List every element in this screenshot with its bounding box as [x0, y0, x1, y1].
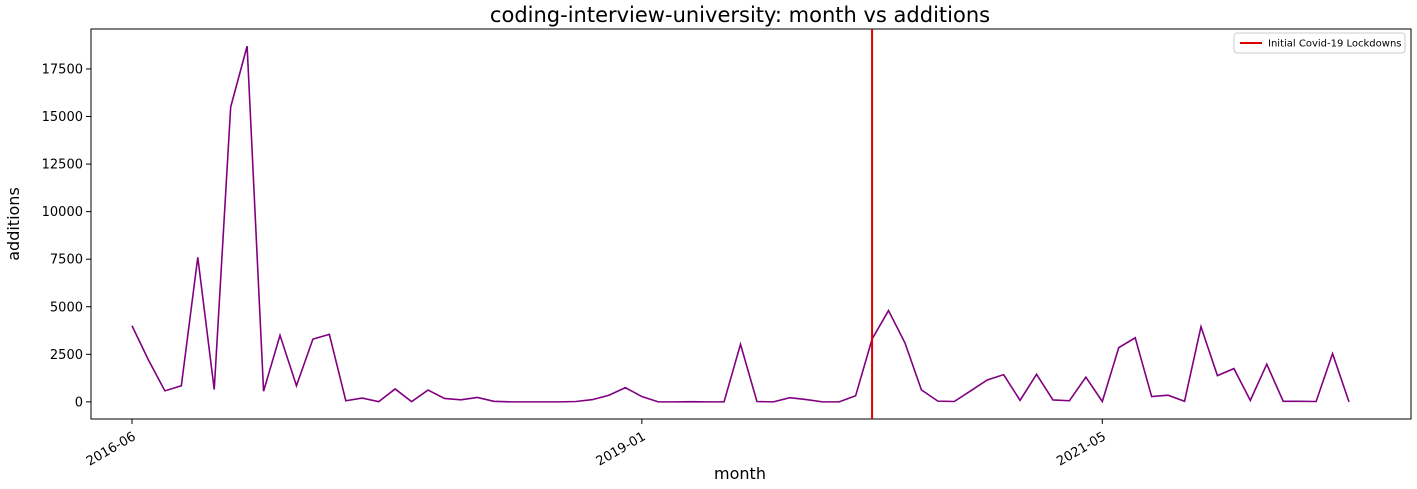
additions-line: [131, 45, 1350, 404]
legend-label: Initial Covid-19 Lockdowns: [1268, 39, 1402, 50]
y-axis: 0 2500 5000 7500 10000 12500 15000 17500: [42, 62, 91, 410]
y-axis-label: additions: [4, 187, 23, 261]
y-tick-label: 10000: [42, 205, 83, 220]
y-tick-label: 15000: [42, 110, 83, 125]
x-tick-label: 2016-06: [84, 429, 139, 469]
chart-title: coding-interview-university: month vs ad…: [490, 3, 990, 27]
plot-area: [90, 28, 1412, 420]
x-tick-label: 2019-01: [594, 429, 649, 469]
y-tick-label: 5000: [50, 300, 83, 315]
y-tick-label: 2500: [50, 348, 83, 363]
x-tick-label: 2021-05: [1054, 429, 1109, 469]
y-tick-label: 7500: [50, 253, 83, 268]
y-tick-label: 17500: [42, 62, 83, 77]
y-tick-label: 0: [75, 395, 83, 410]
x-axis: 2016-06 2019-01 2021-05: [84, 419, 1109, 470]
y-tick-label: 12500: [42, 158, 83, 173]
x-axis-label: month: [714, 464, 766, 483]
legend-box: [1233, 32, 1406, 54]
legend: Initial Covid-19 Lockdowns: [1233, 32, 1406, 54]
